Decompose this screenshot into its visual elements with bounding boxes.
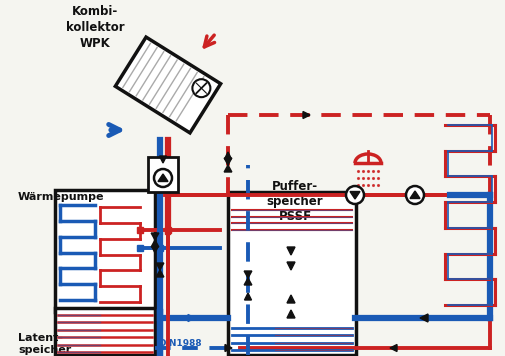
Polygon shape [244,278,251,285]
Bar [228,192,356,355]
Polygon shape [224,165,231,172]
Text: Latent-
speicher: Latent- speicher [18,334,71,355]
Polygon shape [152,247,158,253]
Polygon shape [349,192,359,199]
Polygon shape [389,345,396,351]
Polygon shape [224,152,231,159]
Polygon shape [156,263,164,270]
Polygon shape [286,295,294,303]
Bar [147,157,178,192]
Polygon shape [409,191,419,199]
Polygon shape [286,310,294,318]
Polygon shape [244,293,251,300]
Polygon shape [158,174,168,182]
Text: Kombi-
kollektor
WPK: Kombi- kollektor WPK [66,5,124,50]
Polygon shape [419,314,427,322]
Text: Puffer-
speicher
PSSF: Puffer- speicher PSSF [266,180,323,223]
Polygon shape [225,345,231,351]
Polygon shape [151,240,159,247]
Circle shape [154,169,172,187]
Polygon shape [244,271,251,278]
Bar [55,308,155,355]
Polygon shape [156,270,164,277]
Polygon shape [224,158,231,165]
Bar [55,190,155,312]
Circle shape [192,79,210,97]
Polygon shape [302,111,310,119]
Circle shape [345,186,363,204]
Polygon shape [286,247,294,255]
Polygon shape [115,37,220,133]
Circle shape [405,186,423,204]
Polygon shape [159,156,166,163]
Polygon shape [286,262,294,270]
Text: DIN1988: DIN1988 [158,339,201,347]
Text: Wärmepumpe: Wärmepumpe [18,192,105,202]
Polygon shape [151,233,159,240]
Polygon shape [188,314,194,321]
